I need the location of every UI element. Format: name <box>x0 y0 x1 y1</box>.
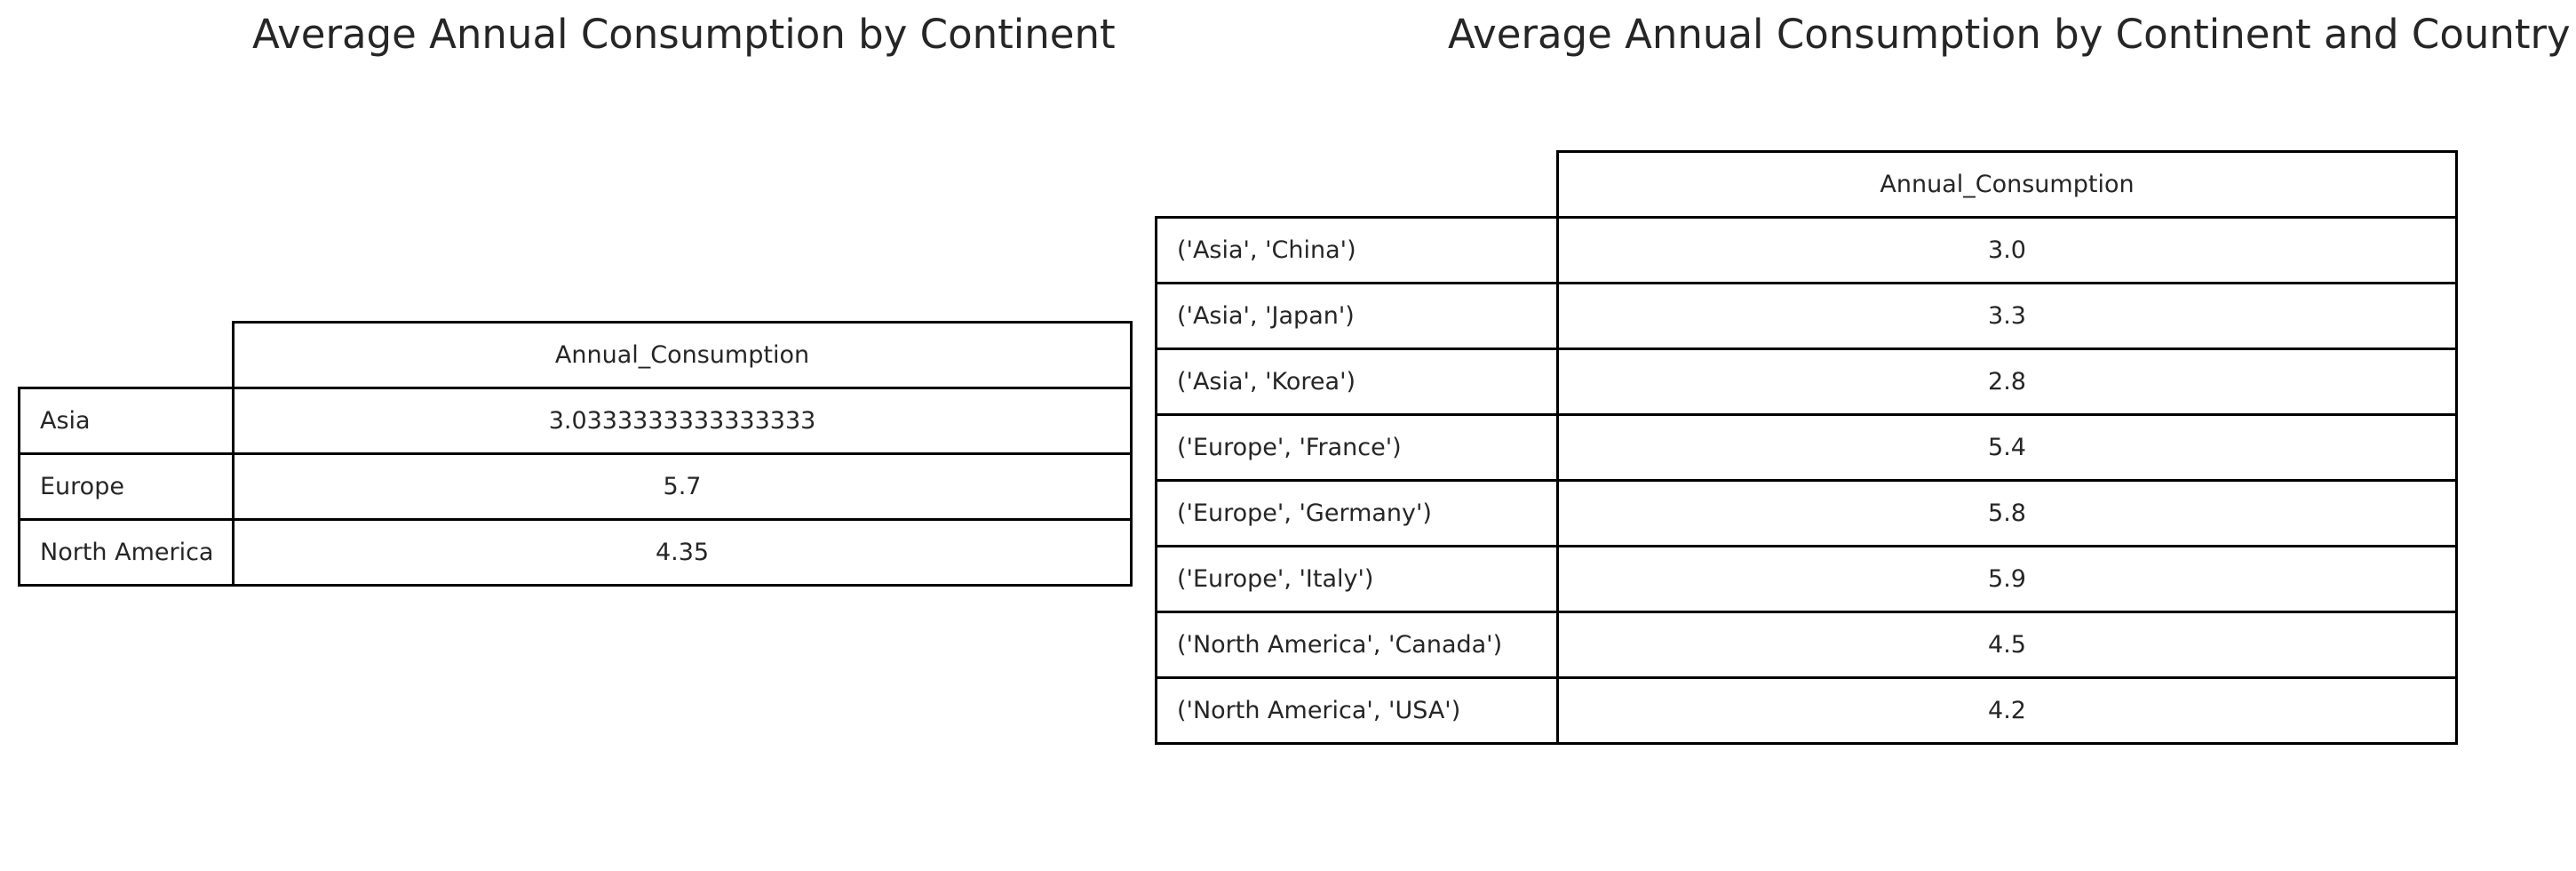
value-cell: 2.8 <box>1556 348 2458 416</box>
row-index-cell: ('Asia', 'Korea') <box>1155 348 1559 416</box>
column-header: Annual_Consumption <box>1556 150 2458 219</box>
table-row: ('Asia', 'Korea') 2.8 <box>1155 348 2458 416</box>
table-row: ('Europe', 'Germany') 5.8 <box>1155 479 2458 547</box>
value-cell: 3.0333333333333333 <box>232 387 1133 455</box>
left-table-title: Average Annual Consumption by Continent <box>252 11 1116 58</box>
table-row: North America 4.35 <box>18 518 1133 587</box>
table-row: ('Asia', 'Japan') 3.3 <box>1155 282 2458 350</box>
row-index-cell: ('North America', 'USA') <box>1155 676 1559 745</box>
row-index-cell: ('Europe', 'Germany') <box>1155 479 1559 547</box>
value-cell: 3.3 <box>1556 282 2458 350</box>
table-row: ('Europe', 'France') 5.4 <box>1155 413 2458 482</box>
column-header: Annual_Consumption <box>232 321 1133 389</box>
value-cell: 5.4 <box>1556 413 2458 482</box>
row-index-cell: North America <box>18 518 235 587</box>
value-cell: 5.7 <box>232 452 1133 521</box>
row-index-cell: ('North America', 'Canada') <box>1155 611 1559 679</box>
table-row: ('Asia', 'China') 3.0 <box>1155 216 2458 284</box>
table-corner-cell <box>20 323 234 388</box>
table-row: ('Europe', 'Italy') 5.9 <box>1155 545 2458 613</box>
row-index-cell: Europe <box>18 452 235 521</box>
value-cell: 4.5 <box>1556 611 2458 679</box>
table-row: Europe 5.7 <box>18 452 1133 521</box>
continent-country-consumption-table: Annual_Consumption ('Asia', 'China') 3.0… <box>1155 150 2458 745</box>
row-index-cell: ('Asia', 'Japan') <box>1155 282 1559 350</box>
table-row: Asia 3.0333333333333333 <box>18 387 1133 455</box>
value-cell: 4.2 <box>1556 676 2458 745</box>
value-cell: 4.35 <box>232 518 1133 587</box>
value-cell: 5.9 <box>1556 545 2458 613</box>
table-row: ('North America', 'USA') 4.2 <box>1155 676 2458 745</box>
table-header-row: Annual_Consumption <box>1157 150 2458 219</box>
table-header-row: Annual_Consumption <box>20 321 1133 389</box>
row-index-cell: Asia <box>18 387 235 455</box>
table-row: ('North America', 'Canada') 4.5 <box>1155 611 2458 679</box>
table-corner-cell <box>1157 152 1558 218</box>
row-index-cell: ('Europe', 'France') <box>1155 413 1559 482</box>
value-cell: 5.8 <box>1556 479 2458 547</box>
right-table-title: Average Annual Consumption by Continent … <box>1448 11 2571 58</box>
value-cell: 3.0 <box>1556 216 2458 284</box>
row-index-cell: ('Asia', 'China') <box>1155 216 1559 284</box>
continent-consumption-table: Annual_Consumption Asia 3.03333333333333… <box>18 321 1133 587</box>
row-index-cell: ('Europe', 'Italy') <box>1155 545 1559 613</box>
